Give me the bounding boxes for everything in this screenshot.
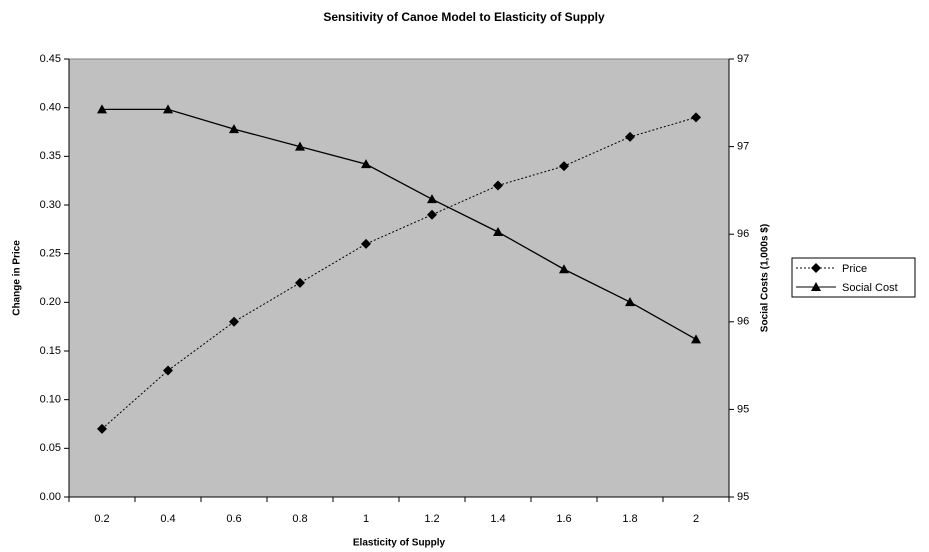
- data-point: [229, 124, 239, 134]
- data-point: [163, 104, 173, 114]
- y-tick-label: 0.25: [40, 248, 61, 260]
- plot-area: [68, 58, 730, 498]
- x-tick-label: 1.2: [424, 513, 439, 525]
- data-point: [229, 316, 239, 327]
- chart-title: Sensitivity of Canoe Model to Elasticity…: [323, 10, 605, 24]
- x-tick-label: 0.4: [160, 513, 175, 525]
- y-tick-label: 0.45: [40, 53, 61, 65]
- data-point: [427, 194, 437, 204]
- x-tick-label: 1.8: [622, 513, 637, 525]
- series-line: [102, 108, 697, 340]
- x-axis-label: Elasticity of Supply: [353, 538, 446, 549]
- y2-tick-label: 95: [737, 403, 749, 415]
- data-point: [361, 238, 371, 249]
- y-tick-label: 0.00: [40, 491, 61, 503]
- y-axis-label: Change in Price: [12, 240, 23, 316]
- y2-tick-label: 97: [737, 53, 749, 65]
- x-tick-label: 0.2: [94, 513, 109, 525]
- data-point: [295, 277, 305, 288]
- data-point: [691, 112, 701, 123]
- data-point: [97, 423, 107, 434]
- y-tick-label: 0.35: [40, 150, 61, 162]
- data-point: [493, 227, 503, 237]
- series-line: [101, 116, 697, 430]
- data-point: [691, 334, 701, 344]
- legend-marker: [811, 263, 821, 273]
- data-point: [493, 180, 503, 191]
- data-point: [295, 141, 305, 151]
- x-tick-label: 0.8: [292, 513, 307, 525]
- data-point: [625, 131, 635, 142]
- y2-tick-label: 95: [737, 491, 749, 503]
- y2-axis-label: Social Costs (1,000s $): [760, 224, 771, 332]
- x-tick-label: 0.6: [226, 513, 241, 525]
- legend-label: Social Cost: [842, 282, 898, 294]
- data-point: [625, 297, 635, 307]
- data-point: [97, 104, 107, 114]
- y-tick-label: 0.15: [40, 345, 61, 357]
- y-tick-label: 0.10: [40, 394, 61, 406]
- y-tick-label: 0.05: [40, 442, 61, 454]
- y-tick-label: 0.40: [40, 102, 61, 114]
- x-tick-label: 2: [693, 513, 699, 525]
- y2-tick-label: 96: [737, 316, 749, 328]
- data-point: [163, 365, 173, 376]
- data-point: [427, 209, 437, 220]
- y2-tick-label: 97: [737, 141, 749, 153]
- y-tick-label: 0.30: [40, 199, 61, 211]
- legend-label: Price: [842, 263, 867, 275]
- legend-marker: [811, 282, 821, 291]
- x-tick-label: 1.4: [490, 513, 505, 525]
- x-tick-label: 1.6: [556, 513, 571, 525]
- y-tick-label: 0.20: [40, 296, 61, 308]
- data-point: [559, 161, 569, 172]
- data-point: [559, 264, 569, 274]
- data-point: [361, 159, 371, 169]
- x-tick-label: 1: [363, 513, 369, 525]
- y2-tick-label: 96: [737, 228, 749, 240]
